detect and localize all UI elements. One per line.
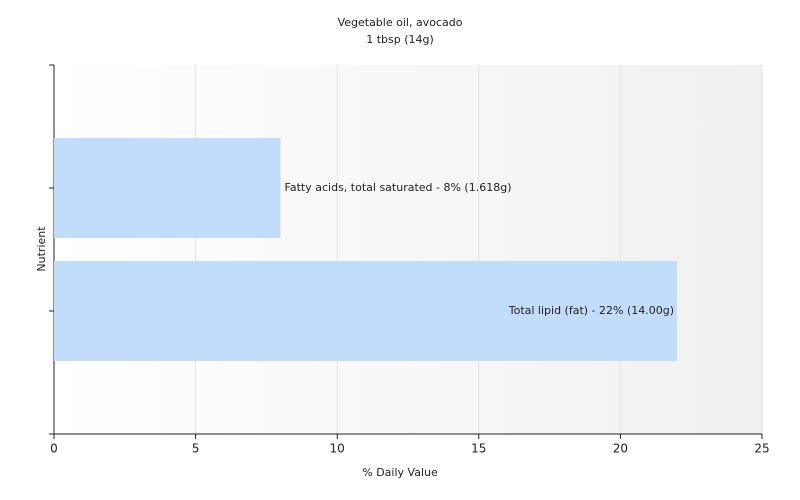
- bar-label: Fatty acids, total saturated - 8% (1.618…: [285, 181, 512, 194]
- plot-area: [54, 65, 762, 434]
- chart-title: Vegetable oil, avocado: [338, 16, 463, 29]
- x-tick-label: 15: [471, 442, 486, 456]
- x-tick-label: 10: [330, 442, 345, 456]
- x-tick-label: 0: [50, 442, 58, 456]
- bar: [54, 261, 678, 361]
- y-axis-label: Nutrient: [35, 226, 48, 272]
- x-tick-label: 20: [613, 442, 628, 456]
- chart-subtitle: 1 tbsp (14g): [366, 33, 434, 46]
- x-axis-label: % Daily Value: [362, 466, 438, 479]
- bar: [54, 138, 281, 238]
- x-tick-label: 5: [192, 442, 200, 456]
- bar-label: Total lipid (fat) - 22% (14.00g): [508, 304, 674, 317]
- x-tick-label: 25: [754, 442, 769, 456]
